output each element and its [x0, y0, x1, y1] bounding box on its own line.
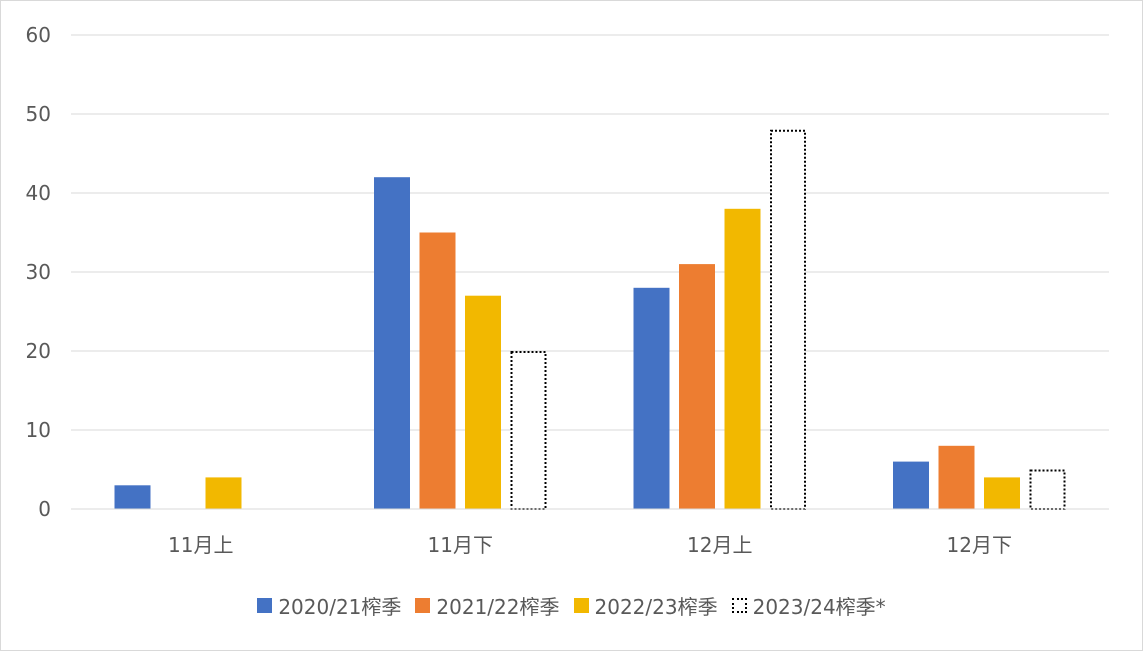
legend-label: 2022/23榨季 — [594, 595, 718, 619]
y-tick-label: 30 — [26, 260, 51, 284]
legend-swatch — [573, 598, 589, 613]
bar-chart: 0 10 20 30 40 50 60 11月上 11月下 12月上 12月下 — [26, 23, 1109, 557]
x-category-label: 12月上 — [687, 533, 752, 557]
bar-series-3-cat-1 — [510, 351, 547, 510]
y-tick-label: 50 — [26, 102, 51, 126]
x-axis-categories: 11月上 11月下 12月上 12月下 — [168, 533, 1012, 557]
bar-series-0-cat-3 — [893, 461, 929, 509]
y-axis-ticks: 0 10 20 30 40 50 60 — [26, 23, 51, 521]
bar-series-1-cat-1 — [419, 232, 456, 509]
bar-series-2-cat-3 — [984, 477, 1020, 509]
legend-item: 2020/21榨季 — [257, 591, 401, 620]
legend-swatch — [257, 598, 273, 613]
grid-lines — [71, 34, 1109, 431]
bar-series-3-cat-2 — [770, 129, 806, 511]
legend-label: 2021/22榨季 — [436, 595, 560, 619]
y-tick-label: 20 — [26, 339, 51, 363]
legend-item: 2023/24榨季* — [731, 591, 886, 620]
x-category-label: 12月下 — [947, 533, 1012, 557]
bar-series-3-cat-3 — [1029, 469, 1066, 510]
y-tick-label: 40 — [26, 181, 51, 205]
bars — [114, 129, 1066, 511]
y-tick-label: 60 — [26, 23, 51, 47]
bar-series-0-cat-2 — [633, 287, 670, 509]
bar-series-1-cat-2 — [679, 264, 715, 509]
legend-swatch — [415, 598, 431, 613]
legend-label: 2020/21榨季 — [278, 595, 402, 619]
bar-series-0-cat-1 — [374, 177, 410, 509]
legend: 2020/21榨季 2021/22榨季 2022/23榨季 2023/24榨季* — [1, 591, 1142, 620]
x-category-label: 11月上 — [168, 533, 233, 557]
bar-series-2-cat-1 — [465, 295, 501, 509]
bar-series-2-cat-0 — [205, 477, 242, 509]
legend-swatch — [731, 598, 747, 613]
legend-item: 2022/23榨季 — [573, 591, 718, 620]
bar-series-2-cat-2 — [724, 208, 761, 510]
legend-label: 2023/24榨季* — [752, 595, 886, 619]
x-category-label: 11月下 — [428, 533, 493, 557]
legend-item: 2021/22榨季 — [415, 591, 560, 620]
bar-series-0-cat-0 — [114, 485, 151, 509]
bar-series-1-cat-3 — [938, 445, 975, 509]
y-tick-label: 10 — [26, 418, 51, 442]
y-tick-label: 0 — [38, 497, 51, 521]
